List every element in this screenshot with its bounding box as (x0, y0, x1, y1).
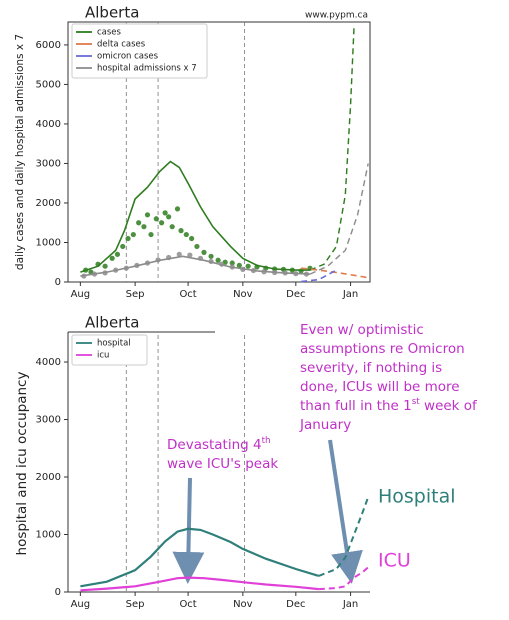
data-point (141, 224, 147, 230)
series-line (301, 269, 337, 283)
superscript: st (412, 397, 421, 407)
annotation-text: wave ICU's peak (167, 456, 278, 472)
y-tick-label: 1000 (36, 237, 61, 248)
y-axis-label: hospital and icu occupancy (14, 372, 30, 556)
arrow (328, 439, 363, 584)
x-tick-label: Sep (126, 599, 145, 610)
legend-label: delta cases (97, 40, 146, 50)
data-point (102, 263, 108, 269)
y-tick-label: 3000 (36, 415, 61, 426)
chart-title: Alberta (85, 4, 139, 22)
series-line (80, 255, 311, 277)
data-point (109, 255, 115, 261)
x-tick-label: Jan (342, 599, 358, 610)
annotation-text: assumptions re Omicron (300, 341, 465, 357)
annotation-text: done, ICUs will be more (300, 379, 460, 395)
annotation-text: Even w/ optimistic (300, 322, 424, 338)
x-tick-label: Aug (71, 599, 91, 610)
data-point (120, 243, 126, 250)
series-line (80, 527, 320, 588)
x-tick-label: Jan (342, 289, 358, 300)
x-tick-label: Oct (179, 289, 196, 300)
projection-line (309, 163, 369, 275)
y-tick-label: 3000 (36, 158, 61, 169)
data-point (201, 249, 207, 255)
y-tick-label: 4000 (36, 357, 61, 368)
data-point (236, 262, 242, 269)
annotation-segment: than full in the 1 (300, 398, 412, 414)
data-point (194, 243, 200, 250)
annotation-text: ICU (378, 550, 411, 572)
x-tick-label: Sep (126, 289, 145, 300)
data-point (114, 251, 121, 257)
x-tick-label: Nov (233, 599, 253, 610)
x-tick-label: Aug (71, 289, 91, 300)
y-tick-label: 0 (55, 587, 61, 598)
data-point (208, 253, 214, 259)
y-tick-label: 1000 (36, 530, 61, 541)
projection-line (318, 496, 370, 577)
annotation-text: Hospital (378, 486, 456, 508)
data-point (189, 235, 195, 242)
data-point (144, 212, 151, 218)
y-tick-label: 0 (55, 277, 61, 288)
annotation-text: than full in the 1st week of (300, 397, 478, 415)
data-point (148, 231, 154, 238)
annotation-text: Devastating 4th (167, 436, 271, 454)
data-point (229, 260, 235, 266)
data-point (125, 235, 131, 242)
data-point (166, 214, 172, 220)
y-axis-label: daily cases and daily hospital admission… (14, 34, 26, 270)
y-tick-label: 6000 (36, 40, 61, 51)
projection-line (318, 566, 369, 591)
data-point (187, 252, 193, 258)
data-point (169, 224, 175, 230)
y-tick-label: 4000 (36, 119, 61, 130)
arrow (172, 477, 205, 584)
superscript: th (262, 436, 271, 446)
plot-frame (67, 21, 371, 283)
data-point (183, 231, 189, 238)
series-line (80, 160, 310, 273)
projection-line (309, 25, 355, 271)
chart-title: Alberta (85, 314, 139, 332)
data-point (245, 263, 251, 269)
legend-label: omicron cases (97, 52, 159, 62)
data-point (176, 251, 182, 257)
y-tick-label: 2000 (36, 472, 61, 483)
data-point (178, 228, 184, 234)
x-tick-label: Dec (286, 289, 305, 300)
annotation-segment: Devastating 4 (167, 437, 262, 453)
annotation-text: January (299, 417, 351, 433)
data-point (159, 220, 165, 226)
data-point (162, 210, 168, 216)
series-line (301, 267, 369, 279)
legend-label: cases (97, 28, 122, 38)
annotation-text: severity, if nothing is (300, 360, 442, 376)
legend-label: hospital admissions x 7 (97, 64, 197, 74)
data-point (215, 257, 221, 263)
data-point (174, 206, 181, 212)
legend-box (71, 23, 208, 79)
y-tick-label: 5000 (36, 79, 61, 90)
data-point (136, 220, 142, 226)
legend-label: hospital (97, 339, 131, 349)
x-tick-label: Oct (179, 599, 196, 610)
source-note: www.pypm.ca (305, 11, 368, 21)
legend-label: icu (97, 351, 109, 361)
data-point (153, 216, 159, 222)
annotation-segment: week of (420, 398, 478, 414)
y-tick-label: 2000 (36, 198, 61, 209)
series-line (80, 576, 319, 592)
x-tick-label: Nov (233, 289, 253, 300)
x-tick-label: Dec (286, 599, 305, 610)
data-point (130, 231, 136, 238)
